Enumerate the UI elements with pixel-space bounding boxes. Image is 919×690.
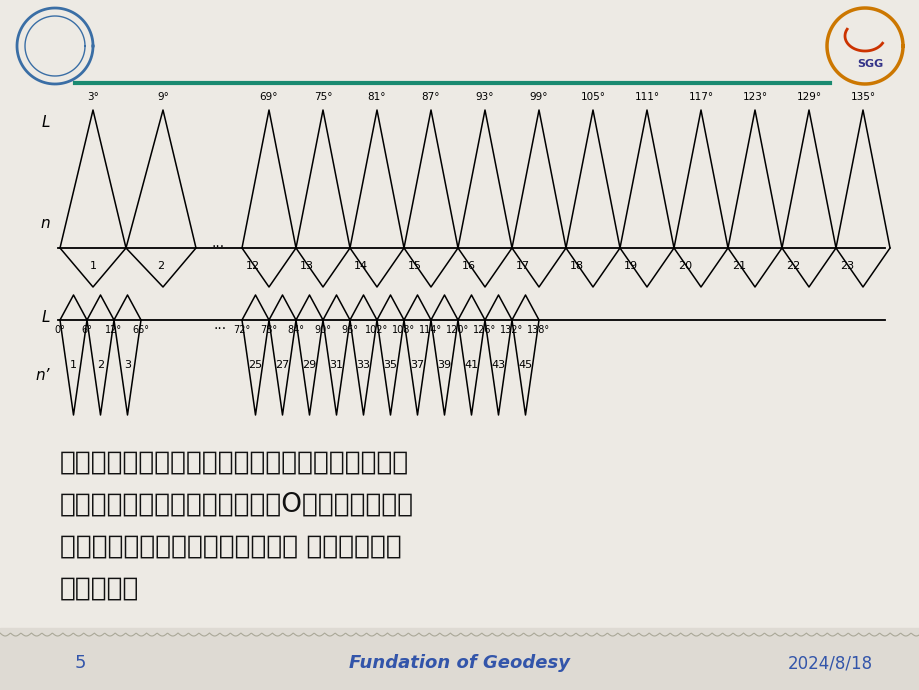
Text: 114°: 114°: [419, 325, 442, 335]
Text: 18: 18: [569, 261, 584, 271]
Text: 13: 13: [300, 261, 313, 271]
Text: 2: 2: [96, 360, 104, 370]
Text: 135°: 135°: [849, 92, 875, 102]
Text: 78°: 78°: [260, 325, 278, 335]
Text: 105°: 105°: [580, 92, 605, 102]
Text: 72°: 72°: [233, 325, 250, 335]
Text: 并且以中央子午线和赤道的交点O作为坐标原点，: 并且以中央子午线和赤道的交点O作为坐标原点，: [60, 492, 414, 518]
Text: 3: 3: [124, 360, 130, 370]
Text: 19: 19: [623, 261, 637, 271]
Text: ...: ...: [213, 318, 226, 332]
Text: 35: 35: [383, 360, 397, 370]
Text: 9°: 9°: [157, 92, 169, 102]
Text: 1: 1: [70, 360, 77, 370]
Text: 为横坐标轴: 为横坐标轴: [60, 576, 139, 602]
Text: 15: 15: [407, 261, 421, 271]
Text: 123°: 123°: [742, 92, 766, 102]
Text: 29: 29: [302, 360, 316, 370]
Text: 102°: 102°: [365, 325, 388, 335]
Text: 75°: 75°: [313, 92, 332, 102]
Text: L: L: [41, 115, 50, 130]
Text: 25: 25: [248, 360, 262, 370]
Text: 126°: 126°: [473, 325, 496, 335]
Text: 45: 45: [518, 360, 532, 370]
Text: 99°: 99°: [529, 92, 548, 102]
Text: 90°: 90°: [314, 325, 331, 335]
Text: 41: 41: [464, 360, 478, 370]
Text: 1: 1: [89, 261, 96, 271]
Text: 16: 16: [461, 261, 475, 271]
Text: 93°: 93°: [475, 92, 494, 102]
Text: Fundation of Geodesy: Fundation of Geodesy: [349, 654, 570, 672]
Text: 14: 14: [353, 261, 368, 271]
Text: 129°: 129°: [796, 92, 821, 102]
Text: 84°: 84°: [287, 325, 304, 335]
Text: ...: ...: [211, 236, 224, 250]
Text: 138°: 138°: [527, 325, 550, 335]
Text: 21: 21: [731, 261, 745, 271]
Text: 43: 43: [491, 360, 505, 370]
Text: 31: 31: [329, 360, 343, 370]
Text: 81°: 81°: [368, 92, 386, 102]
Text: n: n: [40, 215, 50, 230]
Text: 39: 39: [437, 360, 451, 370]
Text: n’: n’: [36, 368, 50, 382]
Text: 69°: 69°: [259, 92, 278, 102]
Text: 5: 5: [74, 654, 85, 672]
Text: 2024/8/18: 2024/8/18: [787, 654, 871, 672]
Bar: [0, 628, 919, 690]
Text: 2: 2: [157, 261, 165, 271]
Text: 108°: 108°: [392, 325, 415, 335]
Text: 132°: 132°: [500, 325, 523, 335]
Text: 87°: 87°: [421, 92, 440, 102]
Text: 66°: 66°: [132, 325, 149, 335]
Text: 6°: 6°: [82, 325, 92, 335]
Text: 3°: 3°: [87, 92, 99, 102]
Text: 12: 12: [245, 261, 259, 271]
Text: 以中央子午线的投影为纵坐标轴， 以赤道的投影: 以中央子午线的投影为纵坐标轴， 以赤道的投影: [60, 534, 402, 560]
Text: 12°: 12°: [106, 325, 122, 335]
Text: SGG: SGG: [856, 59, 882, 69]
Text: 22: 22: [785, 261, 799, 271]
Text: 在投影面上，中央子午线和赤道的投影都是直线，: 在投影面上，中央子午线和赤道的投影都是直线，: [60, 450, 409, 476]
Text: L: L: [41, 310, 50, 324]
Text: 20: 20: [677, 261, 691, 271]
Text: 0°: 0°: [54, 325, 65, 335]
Text: 37: 37: [410, 360, 424, 370]
Text: 117°: 117°: [687, 92, 713, 102]
Text: 27: 27: [275, 360, 289, 370]
Text: 23: 23: [839, 261, 853, 271]
Text: 120°: 120°: [446, 325, 469, 335]
Text: 17: 17: [516, 261, 529, 271]
Text: 96°: 96°: [341, 325, 358, 335]
Text: 33: 33: [357, 360, 370, 370]
Text: 111°: 111°: [634, 92, 659, 102]
